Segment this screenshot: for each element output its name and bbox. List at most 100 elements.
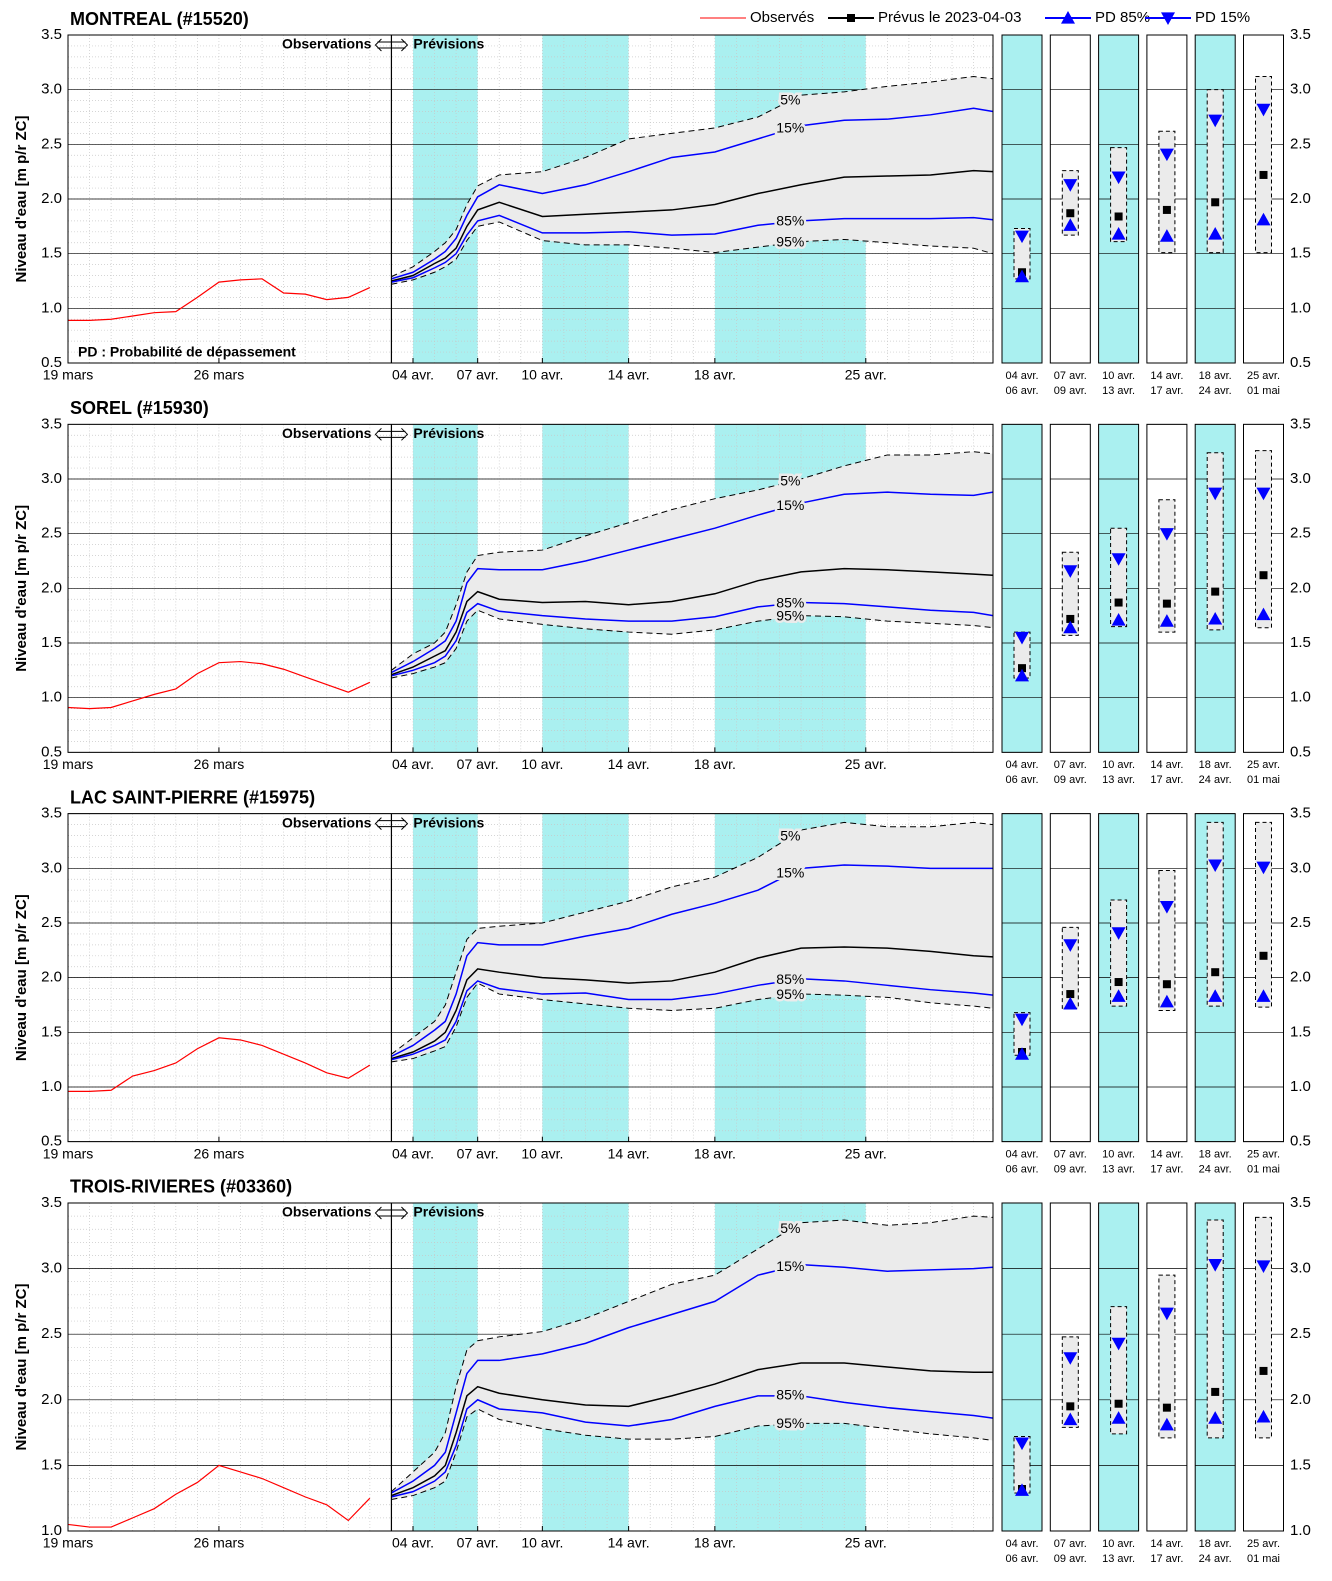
box-column-frame [1146, 813, 1188, 1143]
marker-square [1114, 598, 1123, 607]
marker-triangle-down [1208, 1259, 1223, 1272]
y-tick-label-right: 3.0 [1290, 470, 1311, 487]
box-category-label: 13 avr. [1102, 1164, 1135, 1176]
box-column-frame [1243, 1202, 1284, 1532]
y-tick-label-right: 3.5 [1290, 1194, 1311, 1211]
series-label: 95% [776, 234, 804, 250]
forecast-line [391, 214, 994, 283]
marker-triangle-up [1111, 989, 1126, 1002]
annotation: Observations [282, 425, 372, 441]
marker-square [1114, 1399, 1123, 1408]
box-category-label: 06 avr. [1005, 774, 1038, 786]
y-tick-label-right: 1.0 [1290, 1078, 1311, 1095]
series-label: 15% [776, 497, 804, 513]
forecast-line [391, 107, 994, 280]
marker-triangle-up [1159, 614, 1174, 627]
x-tick-label: 14 avr. [608, 1145, 650, 1161]
box-category-label: 04 avr. [1005, 370, 1038, 382]
y-tick-label-right: 3.0 [1290, 1260, 1311, 1277]
x-tick-label: 19 mars [43, 367, 94, 383]
box-category-label: 04 avr. [1005, 759, 1038, 771]
x-tick-label: 04 avr. [392, 367, 434, 383]
x-tick-label: 18 avr. [694, 1145, 736, 1161]
marker-square [1018, 664, 1026, 673]
y-tick-label-right: 0.5 [1290, 354, 1311, 371]
y-tick-label: 1.0 [41, 1078, 62, 1095]
y-tick-label-right: 2.0 [1290, 969, 1311, 986]
x-tick-label: 14 avr. [608, 1535, 650, 1551]
box-column-frame [1049, 34, 1091, 364]
marker-square [1259, 1366, 1268, 1375]
box-category-label: 07 avr. [1054, 370, 1087, 382]
forecast-line [391, 451, 994, 671]
plot-frame [67, 813, 994, 1143]
marker-triangle-up [1063, 1412, 1078, 1426]
marker-triangle-up [1111, 226, 1126, 240]
x-tick-label: 19 mars [43, 1145, 94, 1161]
annotation: Observations [282, 1204, 372, 1220]
box-column-frame [1146, 34, 1188, 364]
y-tick-label-right: 1.5 [1290, 245, 1311, 262]
plot-frame [67, 34, 994, 364]
box-category-label: 09 avr. [1054, 1553, 1087, 1565]
marker-square [1259, 951, 1268, 960]
box-category-label: 24 avr. [1199, 774, 1232, 786]
marker-triangle-up [1208, 989, 1223, 1002]
y-tick-label: 3.0 [41, 470, 62, 487]
series-label: 95% [776, 986, 804, 1002]
box-category-label: 25 avr. [1247, 759, 1280, 771]
box-category-label: 10 avr. [1102, 1538, 1135, 1550]
forecast-band [391, 1216, 993, 1500]
panel-title: TROIS-RIVIERES (#03360) [70, 1177, 292, 1197]
x-tick-label: 26 mars [194, 1145, 245, 1161]
box-category-label: 01 mai [1247, 1164, 1280, 1176]
marker-square [1162, 205, 1171, 214]
box-category-label: 14 avr. [1150, 370, 1183, 382]
marker-triangle-down [1111, 1337, 1126, 1351]
marker-square [847, 14, 855, 22]
marker-square [1162, 599, 1171, 608]
y-axis-label: Niveau d'eau [m p/r ZC] [13, 116, 30, 283]
y-tick-label-right: 3.0 [1290, 81, 1311, 98]
forecast-line [391, 978, 994, 1061]
marker-triangle-down [1256, 487, 1271, 501]
x-tick-label: 04 avr. [392, 756, 434, 772]
marker-triangle-up [1015, 668, 1029, 682]
forecast-line [391, 609, 994, 679]
annotation: Prévisions [413, 425, 484, 441]
marker-triangle-up [1063, 996, 1078, 1010]
x-tick-label: 18 avr. [694, 756, 736, 772]
marker-square [1211, 198, 1220, 207]
forecast-line [391, 1215, 994, 1492]
observed-line [68, 1037, 371, 1092]
observed-line [67, 1464, 371, 1528]
box-category-label: 07 avr. [1054, 1538, 1087, 1550]
box-column-frame [1049, 423, 1091, 753]
forecast-band [391, 451, 993, 678]
marker-triangle-down [1256, 861, 1271, 875]
y-tick-label: 1.5 [41, 634, 62, 651]
forecast-line [391, 982, 994, 1063]
x-tick-label: 10 avr. [521, 1535, 563, 1551]
annotation: Observations [282, 36, 372, 52]
box-category-label: 06 avr. [1005, 385, 1038, 397]
box-column-frame [1098, 34, 1140, 364]
y-axis-label: Niveau d'eau [m p/r ZC] [13, 894, 30, 1061]
marker-triangle-up [1256, 607, 1271, 621]
marker-square [1066, 614, 1075, 623]
y-tick-label-right: 2.0 [1290, 1391, 1311, 1408]
marker-triangle-up [1015, 1047, 1029, 1060]
x-tick-label: 18 avr. [694, 367, 736, 383]
y-tick-label-right: 3.5 [1290, 26, 1311, 43]
marker-triangle-down [1111, 927, 1126, 940]
y-tick-label: 3.0 [41, 81, 62, 98]
x-tick-label: 04 avr. [392, 1535, 434, 1551]
box-column-frame [1243, 34, 1284, 364]
series-label: 85% [776, 594, 804, 610]
x-tick-label: 10 avr. [521, 756, 563, 772]
box-category-label: 10 avr. [1102, 370, 1135, 382]
panel-title: LAC SAINT-PIERRE (#15975) [70, 787, 315, 807]
x-tick-label: 10 avr. [521, 367, 563, 383]
panel-title: SOREL (#15930) [70, 398, 209, 418]
